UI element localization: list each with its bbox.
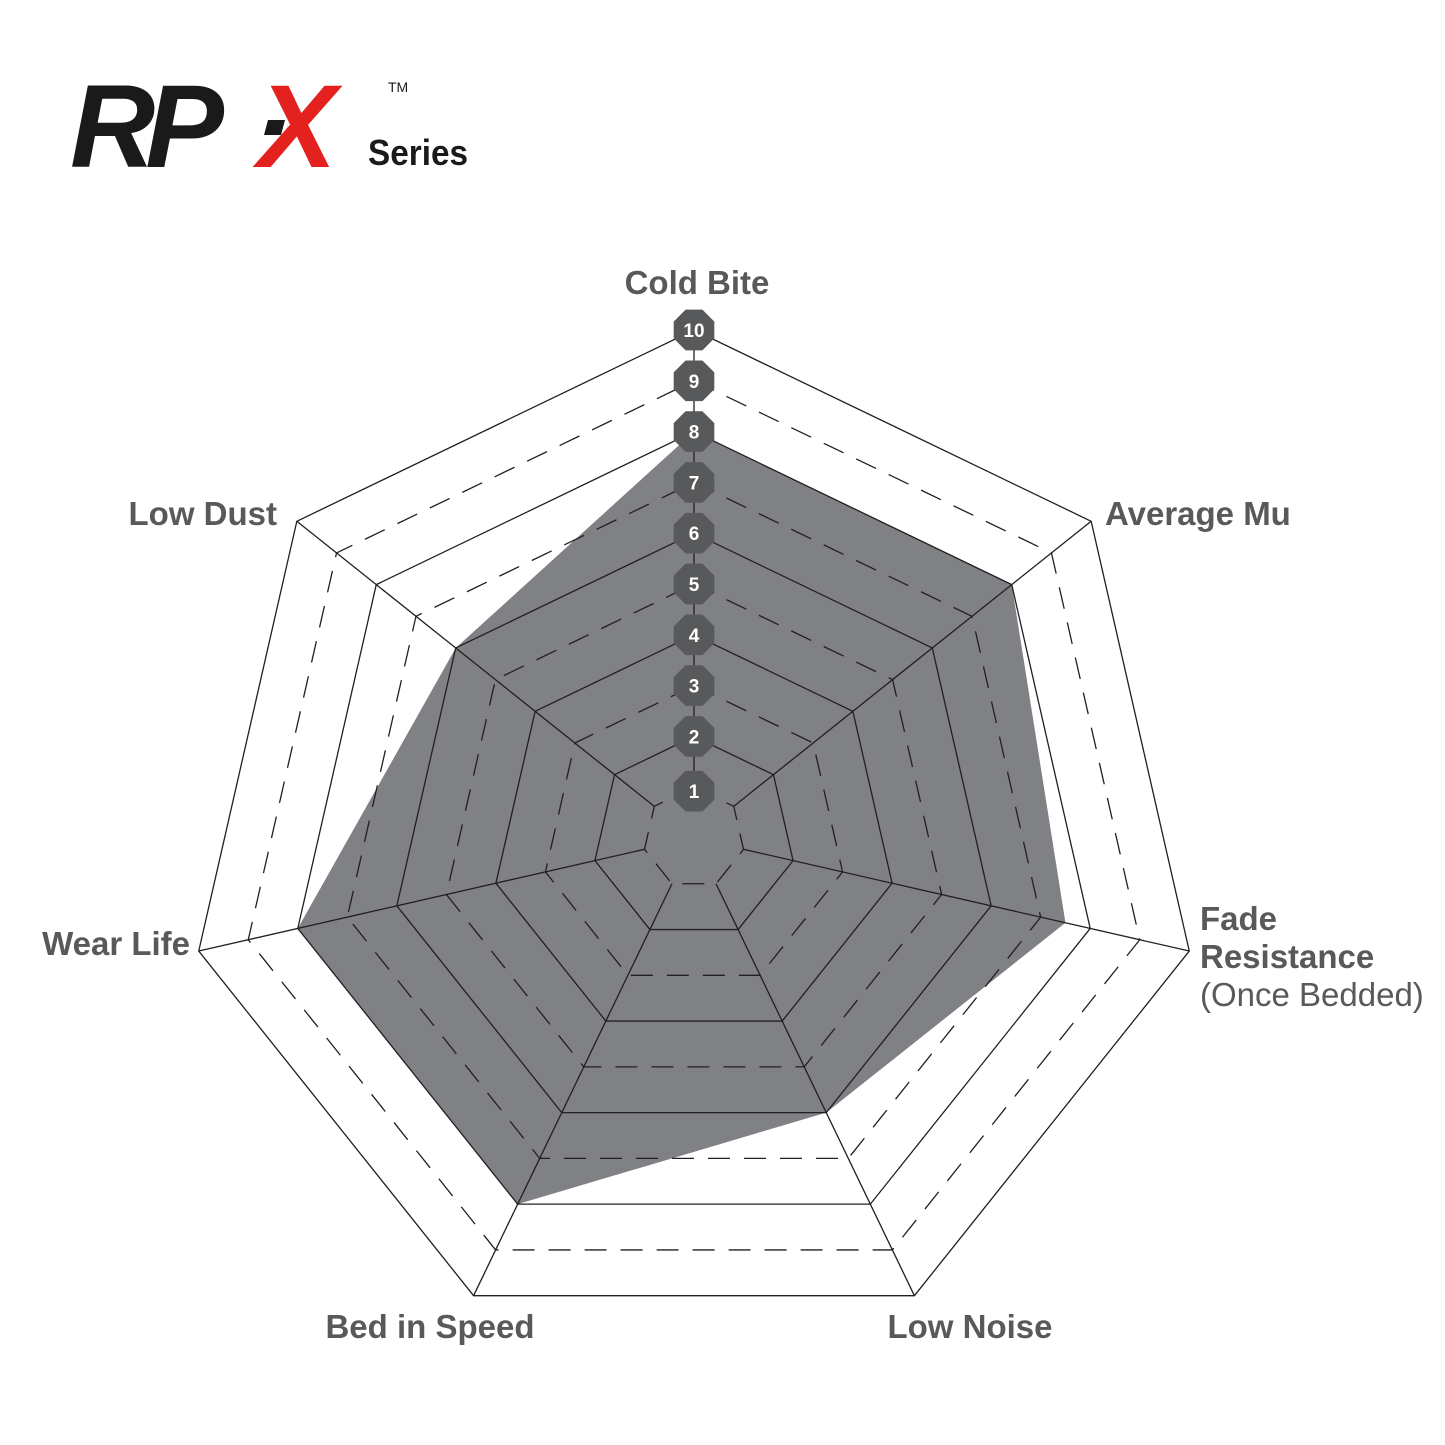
tick-badge-10 <box>673 309 715 351</box>
logo-trademark: TM <box>388 79 408 95</box>
tick-badge-9 <box>673 360 715 402</box>
logo-stripes <box>264 120 289 135</box>
tick-label-2: 2 <box>689 727 700 748</box>
axis-label-low-noise: Low Noise <box>887 1308 1052 1345</box>
axis-label-bed-in-speed: Bed in Speed <box>325 1308 534 1345</box>
grid-ring-1 <box>643 786 745 885</box>
grid-ring-10 <box>198 329 1190 1297</box>
axis-spoke <box>473 883 673 1296</box>
logo-series: Series <box>368 132 468 173</box>
axis-spoke <box>198 848 645 952</box>
data-area <box>297 431 1066 1205</box>
axis-label-once-bedded: (Once Bedded) <box>1200 976 1424 1013</box>
rpx-series-logo: RP X TM Series <box>70 61 490 193</box>
grid-ring-2 <box>594 735 794 931</box>
tick-badge-4 <box>673 614 715 656</box>
axis-label-low-dust: Low Dust <box>129 495 277 532</box>
tick-badge-8 <box>673 411 715 452</box>
axis-spoke <box>296 520 655 807</box>
grid-ring-8 <box>297 430 1091 1205</box>
tick-badge-2 <box>673 716 715 757</box>
axis-spoke <box>715 883 915 1296</box>
axis-label-resistance: Resistance <box>1200 938 1374 975</box>
tick-badge-7 <box>673 462 715 503</box>
tick-label-7: 7 <box>689 473 700 494</box>
logo-rp: RP <box>70 75 224 185</box>
tick-label-9: 9 <box>689 372 700 393</box>
tick-badge-5 <box>673 563 715 605</box>
axis-spoke <box>733 520 1092 807</box>
grid-ring-6 <box>396 532 992 1114</box>
logo-x: X <box>252 75 343 185</box>
axis-label-wear-life: Wear Life <box>42 925 190 962</box>
tick-label-4: 4 <box>689 626 700 647</box>
tick-label-1: 1 <box>689 782 700 803</box>
tick-badge-6 <box>673 512 715 554</box>
axis-label-average-mu: Average Mu <box>1105 495 1291 532</box>
tick-label-8: 8 <box>689 423 700 444</box>
tick-badge-1 <box>673 770 715 812</box>
tick-badge-3 <box>673 665 715 706</box>
axis-spoke <box>743 848 1190 952</box>
grid-ring-4 <box>495 634 893 1022</box>
tick-label-6: 6 <box>689 524 700 545</box>
grid-ring-5 <box>445 583 943 1068</box>
grid-ring-9 <box>247 380 1141 1251</box>
grid-ring-3 <box>544 684 844 976</box>
grid-ring-7 <box>346 481 1042 1160</box>
axis-label-fade: Fade <box>1200 900 1277 937</box>
tick-label-5: 5 <box>689 575 700 596</box>
tick-label-10: 10 <box>683 321 704 342</box>
tick-label-3: 3 <box>689 677 700 698</box>
axis-label-cold-bite: Cold Bite <box>625 264 770 301</box>
